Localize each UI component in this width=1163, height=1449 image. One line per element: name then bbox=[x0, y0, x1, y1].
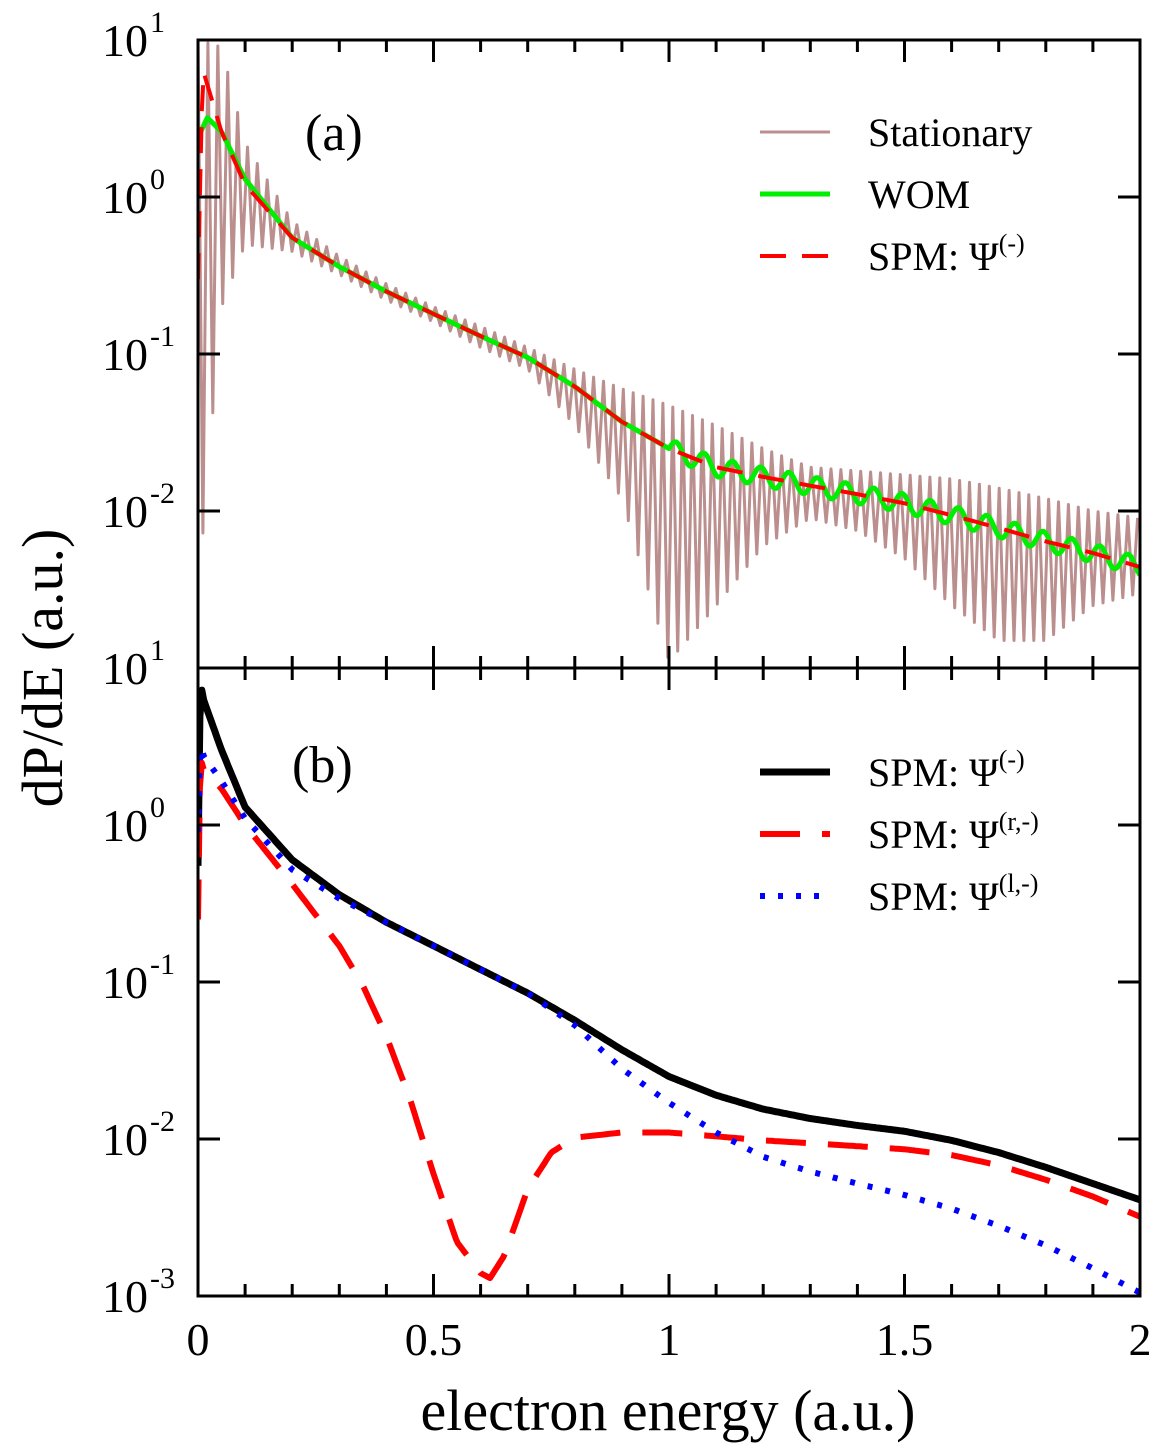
panel-a-label: (a) bbox=[305, 105, 363, 162]
legend-label: SPM: Ψ(-) bbox=[868, 745, 1025, 795]
series-line-b-2 bbox=[198, 744, 1140, 1296]
y-tick-exponent: -2 bbox=[150, 477, 175, 510]
panel-b-legend: SPM: Ψ(-) SPM: Ψ(r,-) SPM: Ψ(l,-) bbox=[760, 745, 1039, 919]
legend-label: Stationary bbox=[868, 110, 1032, 155]
legend-label-sup: (r,-) bbox=[999, 807, 1039, 836]
x-axis-title: electron energy (a.u.) bbox=[421, 1378, 916, 1443]
panel-a-legend: Stationary WOM SPM: Ψ(-) bbox=[760, 110, 1032, 279]
legend-label: WOM bbox=[868, 172, 970, 217]
panel-b-label: (b) bbox=[292, 737, 353, 794]
y-tick-label: 10 bbox=[102, 800, 148, 851]
x-tick-label: 0.5 bbox=[405, 1314, 463, 1365]
y-tick-label: 10 bbox=[102, 172, 148, 223]
series-line-b-1 bbox=[198, 759, 1140, 1282]
legend-label: SPM: Ψ(r,-) bbox=[868, 807, 1039, 857]
x-tick-label: 1 bbox=[658, 1314, 681, 1365]
y-tick-label: 10 bbox=[102, 1271, 148, 1322]
y-tick-label: 10 bbox=[102, 329, 148, 380]
y-tick-label: 10 bbox=[102, 643, 148, 694]
y-tick-label: 10 bbox=[102, 486, 148, 537]
y-tick-exponent: -1 bbox=[150, 948, 175, 981]
panel-b-ticks bbox=[196, 666, 1142, 1298]
panel-b-x-tick-labels: 0 0.5 1 1.5 2 bbox=[187, 1314, 1152, 1365]
y-tick-label: 10 bbox=[102, 15, 148, 66]
legend-label: SPM: Ψ(-) bbox=[868, 229, 1025, 279]
y-tick-exponent: 1 bbox=[150, 6, 165, 39]
legend-label-sup: (-) bbox=[999, 745, 1025, 774]
panel-b-series bbox=[198, 686, 1140, 1296]
y-axis-title: dP/dE (a.u.) bbox=[10, 529, 75, 808]
y-tick-exponent: 0 bbox=[150, 791, 165, 824]
y-tick-exponent: 0 bbox=[150, 163, 165, 196]
x-tick-label: 2 bbox=[1129, 1314, 1152, 1365]
legend-label: SPM: Ψ(l,-) bbox=[868, 869, 1038, 919]
legend-label-sup: (-) bbox=[999, 229, 1025, 258]
y-tick-exponent: -1 bbox=[150, 320, 175, 353]
y-tick-exponent: -3 bbox=[150, 1262, 175, 1295]
x-tick-label: 0 bbox=[187, 1314, 210, 1365]
y-tick-label: 10 bbox=[102, 957, 148, 1008]
legend-label-sup: (l,-) bbox=[999, 869, 1039, 898]
y-tick-exponent: -2 bbox=[150, 1105, 175, 1138]
x-tick-label: 1.5 bbox=[876, 1314, 934, 1365]
y-tick-exponent: 1 bbox=[150, 634, 165, 667]
y-tick-label: 10 bbox=[102, 1114, 148, 1165]
series-line-a-2 bbox=[198, 70, 1140, 569]
